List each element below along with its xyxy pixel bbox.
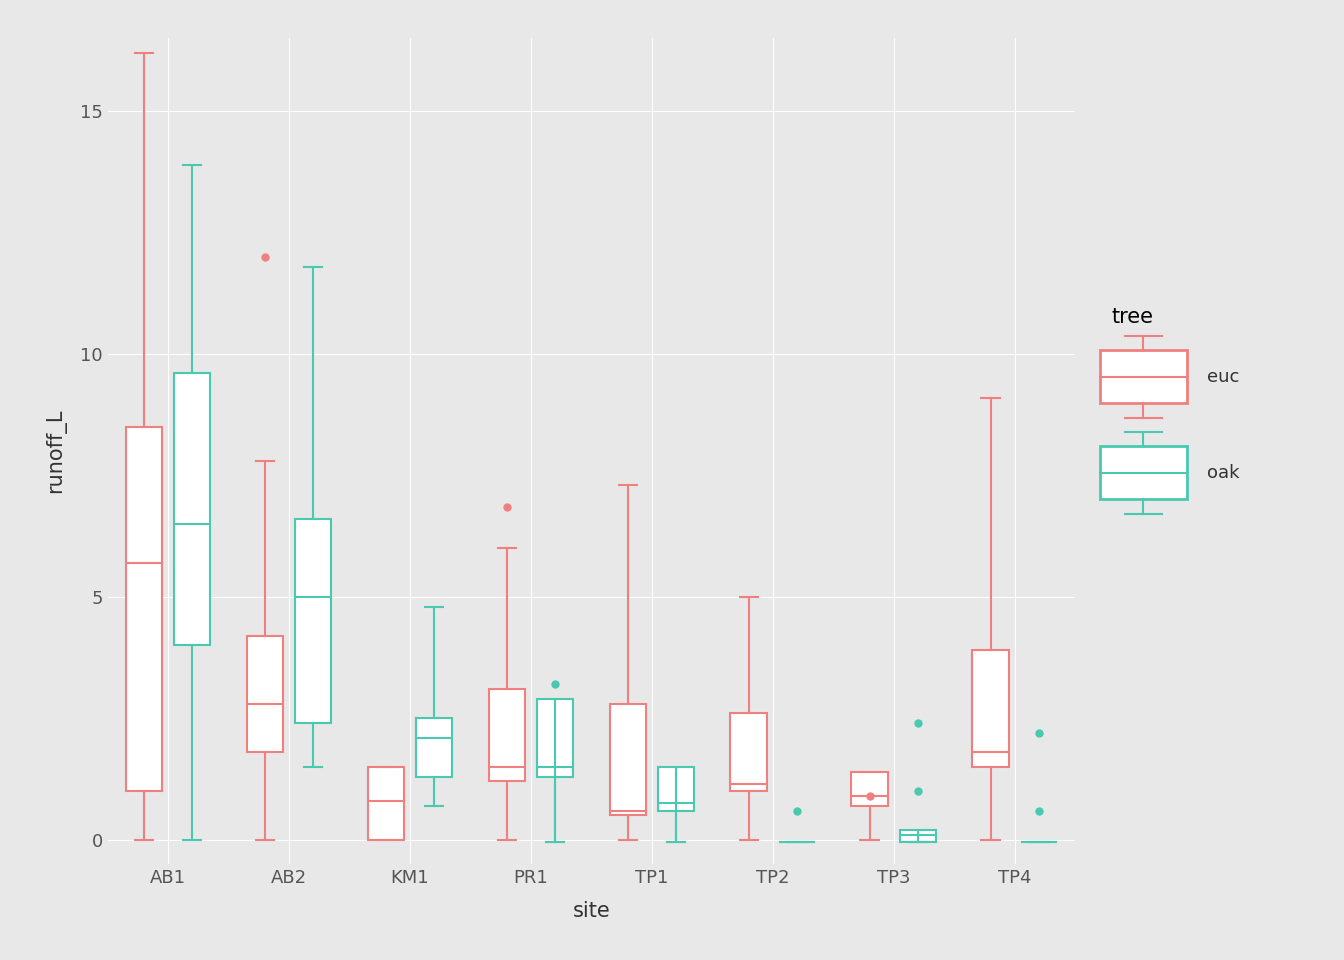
PathPatch shape — [730, 713, 766, 791]
PathPatch shape — [417, 718, 452, 777]
PathPatch shape — [488, 689, 524, 781]
Text: euc: euc — [1207, 368, 1239, 386]
PathPatch shape — [851, 772, 887, 805]
FancyBboxPatch shape — [1099, 350, 1187, 403]
PathPatch shape — [609, 704, 645, 815]
PathPatch shape — [899, 830, 935, 842]
PathPatch shape — [972, 650, 1008, 767]
Y-axis label: runoff_L: runoff_L — [44, 409, 66, 493]
FancyBboxPatch shape — [1099, 446, 1187, 499]
PathPatch shape — [367, 767, 403, 840]
PathPatch shape — [536, 699, 573, 777]
PathPatch shape — [246, 636, 282, 753]
Text: oak: oak — [1207, 464, 1241, 482]
PathPatch shape — [175, 373, 210, 645]
PathPatch shape — [657, 767, 694, 810]
PathPatch shape — [126, 427, 161, 791]
Text: tree: tree — [1111, 307, 1153, 327]
PathPatch shape — [294, 519, 331, 723]
X-axis label: site: site — [573, 900, 610, 921]
